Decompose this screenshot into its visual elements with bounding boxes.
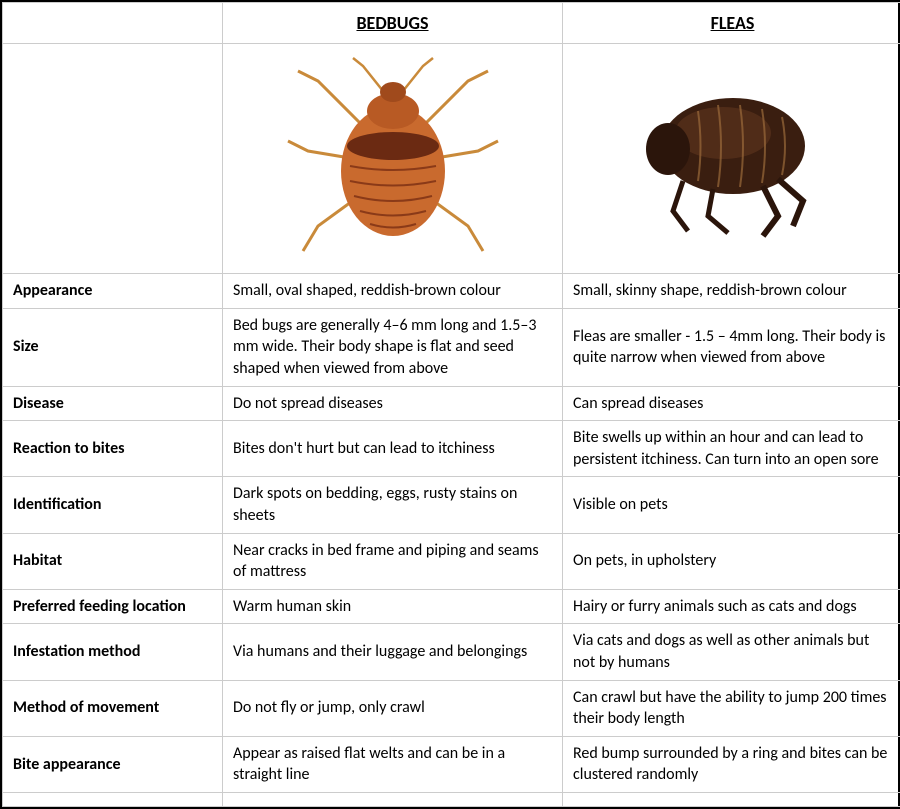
header-fleas: FLEAS (563, 3, 900, 44)
header-row: BEDBUGS FLEAS (3, 3, 900, 44)
flea-image-cell (563, 44, 900, 274)
table-row: DiseaseDo not spread diseasesCan spread … (3, 386, 900, 421)
table-row: Infestation methodVia humans and their l… (3, 624, 900, 680)
fleas-cell: Small, skinny shape, reddish-brown colou… (563, 274, 900, 309)
image-row (3, 44, 900, 274)
comparison-table-container: BEDBUGS FLEAS (0, 0, 900, 809)
row-label: Appearance (3, 274, 223, 309)
header-bedbugs: BEDBUGS (223, 3, 563, 44)
fleas-cell: Visible on pets (563, 477, 900, 533)
bedbug-image-cell (223, 44, 563, 274)
bedbugs-cell: Via humans and their luggage and belongi… (223, 624, 563, 680)
fleas-cell: Fleas are smaller - 1.5 – 4mm long. Thei… (563, 308, 900, 386)
bedbugs-cell: Do not fly or jump, only crawl (223, 680, 563, 736)
row-label: Size (3, 308, 223, 386)
fleas-cell: Can spread diseases (563, 386, 900, 421)
comparison-table: BEDBUGS FLEAS (2, 2, 900, 807)
table-row: Preferred feeding locationWarm human ski… (3, 589, 900, 624)
row-label: Method of movement (3, 680, 223, 736)
bedbugs-cell: Do not spread diseases (223, 386, 563, 421)
footer-row (3, 792, 900, 806)
fleas-cell: On pets, in upholstery (563, 533, 900, 589)
fleas-cell: Hairy or furry animals such as cats and … (563, 589, 900, 624)
bedbugs-cell: Bed bugs are generally 4–6 mm long and 1… (223, 308, 563, 386)
header-empty (3, 3, 223, 44)
table-row: SizeBed bugs are generally 4–6 mm long a… (3, 308, 900, 386)
fleas-cell: Bite swells up within an hour and can le… (563, 421, 900, 477)
footer-cell (3, 792, 223, 806)
table-row: Method of movementDo not fly or jump, on… (3, 680, 900, 736)
bedbugs-cell: Dark spots on bedding, eggs, rusty stain… (223, 477, 563, 533)
fleas-cell: Red bump surrounded by a ring and bites … (563, 736, 900, 792)
table-row: AppearanceSmall, oval shaped, reddish-br… (3, 274, 900, 309)
bedbugs-cell: Near cracks in bed frame and piping and … (223, 533, 563, 589)
table-row: IdentificationDark spots on bedding, egg… (3, 477, 900, 533)
footer-cell (223, 792, 563, 806)
row-label: Reaction to bites (3, 421, 223, 477)
bedbugs-cell: Warm human skin (223, 589, 563, 624)
bedbugs-cell: Small, oval shaped, reddish-brown colour (223, 274, 563, 309)
bedbug-icon (278, 56, 508, 256)
flea-icon (628, 71, 838, 241)
row-label: Infestation method (3, 624, 223, 680)
row-label: Habitat (3, 533, 223, 589)
table-row: Bite appearanceAppear as raised flat wel… (3, 736, 900, 792)
table-row: HabitatNear cracks in bed frame and pipi… (3, 533, 900, 589)
footer-cell (563, 792, 900, 806)
row-label: Preferred feeding location (3, 589, 223, 624)
fleas-cell: Can crawl but have the ability to jump 2… (563, 680, 900, 736)
row-label: Disease (3, 386, 223, 421)
bedbugs-cell: Bites don't hurt but can lead to itchine… (223, 421, 563, 477)
fleas-cell: Via cats and dogs as well as other anima… (563, 624, 900, 680)
image-row-label (3, 44, 223, 274)
row-label: Bite appearance (3, 736, 223, 792)
bedbugs-cell: Appear as raised flat welts and can be i… (223, 736, 563, 792)
row-label: Identification (3, 477, 223, 533)
table-row: Reaction to bitesBites don't hurt but ca… (3, 421, 900, 477)
